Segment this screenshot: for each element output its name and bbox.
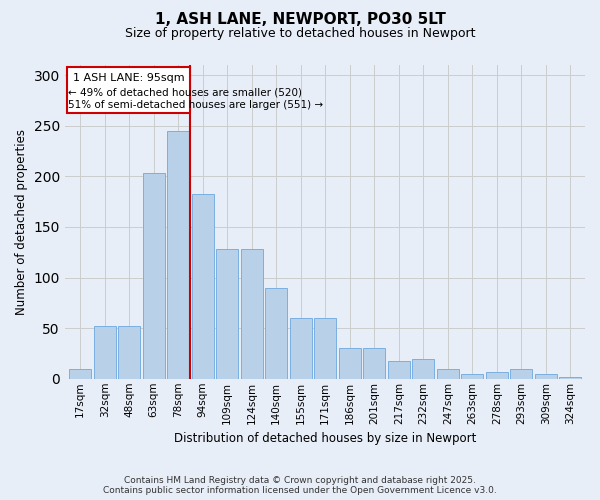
Y-axis label: Number of detached properties: Number of detached properties — [15, 129, 28, 315]
Text: Contains HM Land Registry data © Crown copyright and database right 2025.
Contai: Contains HM Land Registry data © Crown c… — [103, 476, 497, 495]
Bar — [216, 249, 238, 379]
Text: 1, ASH LANE, NEWPORT, PO30 5LT: 1, ASH LANE, NEWPORT, PO30 5LT — [155, 12, 445, 28]
Bar — [143, 174, 165, 379]
Text: ← 49% of detached houses are smaller (520): ← 49% of detached houses are smaller (52… — [68, 88, 302, 98]
Bar — [510, 368, 532, 379]
Bar — [535, 374, 557, 379]
Bar — [265, 288, 287, 379]
Bar — [241, 249, 263, 379]
Bar — [486, 372, 508, 379]
Text: 51% of semi-detached houses are larger (551) →: 51% of semi-detached houses are larger (… — [68, 100, 323, 110]
Bar — [437, 368, 459, 379]
Bar — [363, 348, 385, 379]
Bar — [314, 318, 336, 379]
Bar — [191, 194, 214, 379]
Text: 1 ASH LANE: 95sqm: 1 ASH LANE: 95sqm — [73, 73, 184, 83]
Bar — [388, 360, 410, 379]
Bar — [167, 131, 189, 379]
Bar — [412, 358, 434, 379]
Bar — [290, 318, 312, 379]
Bar — [339, 348, 361, 379]
Bar — [559, 376, 581, 379]
Bar — [94, 326, 116, 379]
Text: Size of property relative to detached houses in Newport: Size of property relative to detached ho… — [125, 28, 475, 40]
FancyBboxPatch shape — [67, 67, 190, 112]
Bar — [118, 326, 140, 379]
Bar — [69, 368, 91, 379]
X-axis label: Distribution of detached houses by size in Newport: Distribution of detached houses by size … — [174, 432, 476, 445]
Bar — [461, 374, 484, 379]
